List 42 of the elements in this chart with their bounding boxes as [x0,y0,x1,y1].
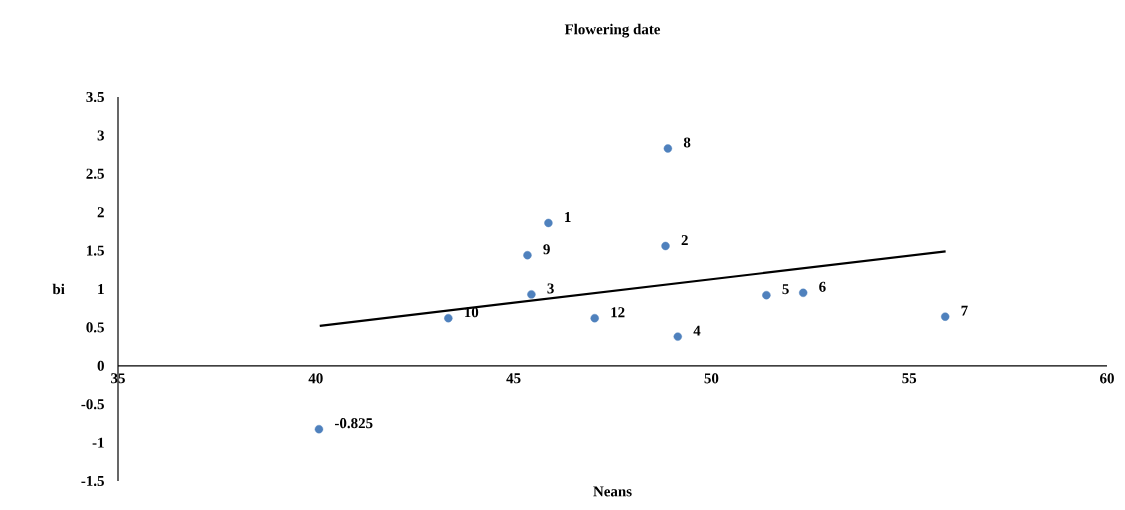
annotation: 3 [547,283,554,294]
point [661,241,670,251]
point [799,288,808,298]
annotation: 8 [683,137,691,148]
y-tick-label: -1.5 [81,475,104,487]
annotation: 1 [565,212,571,222]
annotation: 5 [782,284,789,295]
x-axis-title: Neans [593,486,632,497]
annotation: 9 [543,244,550,255]
point [762,290,771,300]
x-tick-label: 40 [308,373,323,384]
y-axis-title: bi [52,283,65,295]
y-tick-label: 3 [97,130,104,141]
y-tick-label: -1 [92,437,104,448]
point [663,144,673,153]
annotation: 12 [611,307,625,318]
annotation: 4 [693,325,701,336]
x-tick-label: 45 [506,373,521,384]
annotation: 2 [681,235,688,245]
point [941,312,950,321]
y-tick-label: 2.5 [86,168,104,179]
chart-title: Flowering date [564,23,661,38]
point [673,332,682,341]
point [590,314,599,323]
y-tick-label: 2 [97,207,104,218]
y-tick-label: -0.5 [81,399,104,410]
annotation: 7 [961,305,968,316]
point [527,290,536,299]
y-tick-label: 0.5 [86,322,104,333]
point [444,314,453,323]
annotation: 6 [819,281,826,292]
point [523,251,532,260]
point [544,218,553,228]
y-tick-label: 0 [97,360,104,371]
y-tick-label: 1.5 [87,245,104,256]
y-tick-label: 1 [98,284,104,294]
y-tick-label: 3.5 [86,91,104,103]
point [314,424,324,434]
x-tick-label: 60 [1100,373,1114,384]
x-tick-label: 50 [704,373,719,384]
annotation: -0.825 [334,418,373,429]
x-tick-label: 55 [902,373,917,384]
